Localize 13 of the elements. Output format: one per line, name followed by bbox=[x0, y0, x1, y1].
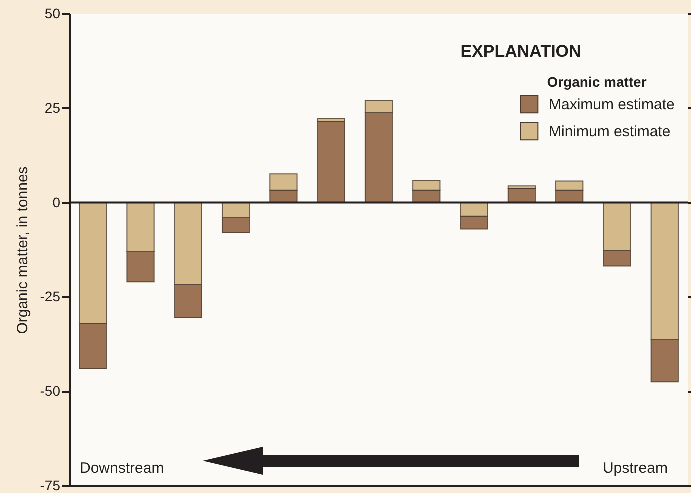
y-axis-title: Organic matter, in tonnes bbox=[14, 166, 32, 334]
annotation: Upstream bbox=[602, 460, 668, 477]
y-tick-label: -25 bbox=[40, 288, 61, 305]
legend-title: Organic matter bbox=[547, 74, 648, 90]
y-tick-label: 50 bbox=[44, 6, 61, 22]
annotation: Downstream bbox=[80, 460, 164, 477]
y-tick-label: 0 bbox=[52, 194, 61, 210]
legend-label: Minimum estimate bbox=[549, 124, 671, 140]
y-tick-label: -50 bbox=[40, 383, 61, 400]
y-tick-label: -75 bbox=[40, 478, 61, 493]
annotation: EXPLANATION bbox=[460, 42, 582, 61]
y-tick-label: 25 bbox=[44, 100, 61, 116]
legend-label: Maximum estimate bbox=[549, 96, 675, 114]
